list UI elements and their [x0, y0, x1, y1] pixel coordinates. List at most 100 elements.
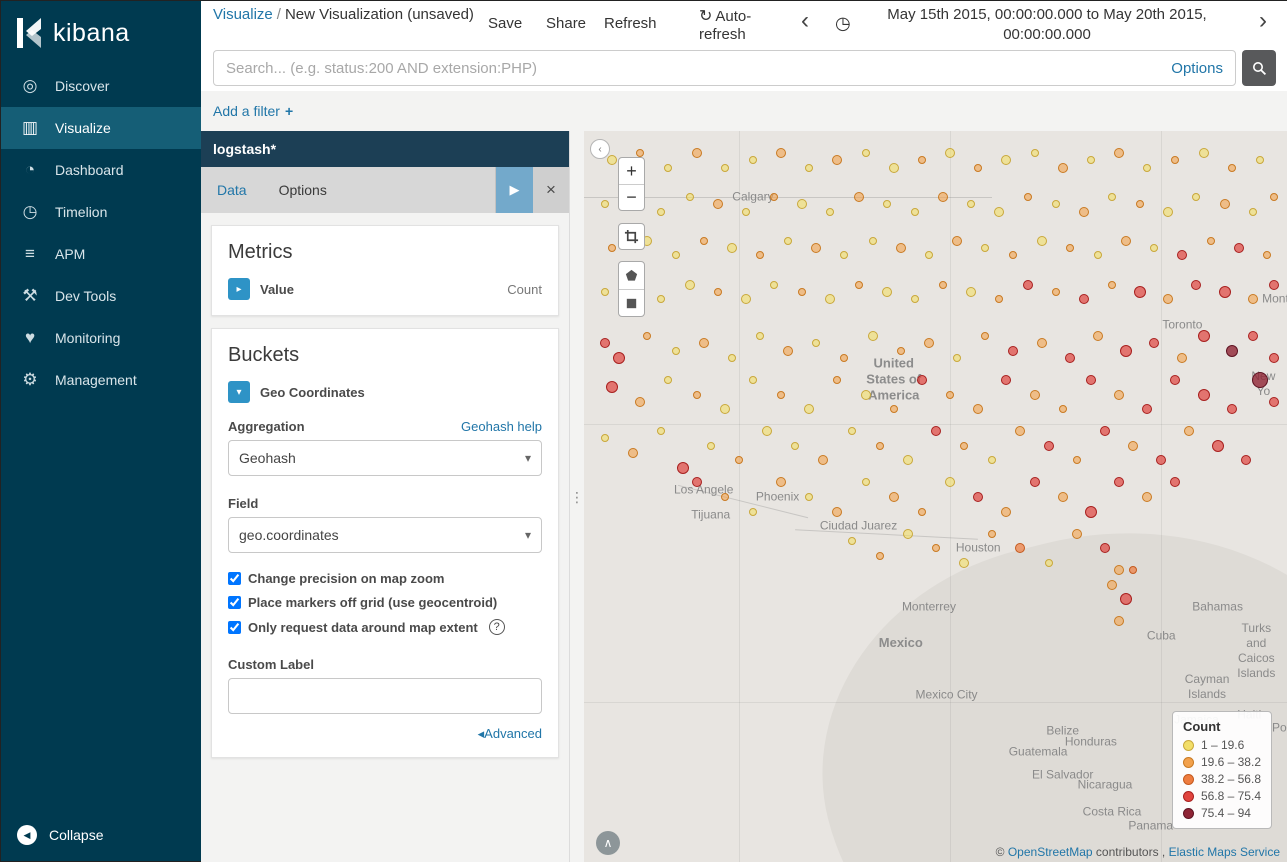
- tab-options[interactable]: Options: [278, 182, 327, 198]
- polygon-tool-button[interactable]: [619, 262, 644, 289]
- geohash-bucket-circle: [1128, 440, 1139, 451]
- query-options-link[interactable]: Options: [1171, 59, 1223, 77]
- apply-changes-button[interactable]: ▶: [495, 167, 533, 213]
- geohash-bucket-circle: [994, 206, 1005, 217]
- geohash-bucket-circle: [1114, 616, 1125, 627]
- geohash-bucket-circle: [811, 243, 822, 254]
- field-select[interactable]: geo.coordinates ▾: [228, 517, 542, 553]
- border-line: [677, 484, 808, 518]
- advanced-toggle[interactable]: ◂Advanced: [228, 726, 542, 742]
- geohash-bucket-circle: [1268, 396, 1279, 407]
- geohash-bucket-circle: [974, 163, 983, 172]
- geohash-bucket-circle: [1143, 163, 1152, 172]
- legend-swatch: [1182, 790, 1194, 802]
- checkbox-row-markers-off-grid[interactable]: Place markers off grid (use geocentroid): [228, 595, 542, 610]
- geohash-bucket-circle: [635, 396, 646, 407]
- elastic-maps-link[interactable]: Elastic Maps Service: [1168, 845, 1280, 859]
- sidebar-item-management[interactable]: ⚙ Management: [1, 359, 201, 401]
- geohash-bucket-circle: [895, 243, 906, 254]
- graticule-line: [950, 131, 952, 862]
- refresh-button[interactable]: Refresh: [604, 15, 657, 32]
- geohash-bucket-circle: [967, 200, 976, 209]
- auto-refresh-label: Auto-refresh: [699, 8, 752, 44]
- sidebar-item-dev-tools[interactable]: ⚒ Dev Tools: [1, 275, 201, 317]
- sidebar-collapse-button[interactable]: ◀ Collapse: [1, 809, 201, 861]
- geohash-bucket-circle: [981, 244, 990, 253]
- legend-item: 38.2 – 56.8: [1182, 772, 1261, 786]
- field-select-value: geo.coordinates: [239, 527, 339, 543]
- zoom-in-button[interactable]: +: [626, 160, 637, 181]
- sidebar-item-apm[interactable]: ≡ APM: [1, 233, 201, 275]
- tab-data[interactable]: Data: [217, 182, 247, 198]
- geohash-bucket-circle: [797, 199, 808, 210]
- checkbox-row-map-extent[interactable]: Only request data around map extent ?: [228, 619, 542, 635]
- geohash-bucket-circle: [818, 455, 829, 466]
- add-filter-plus-icon[interactable]: +: [284, 103, 294, 119]
- content: Add a filter + logstash* Data Options ▶ …: [201, 91, 1287, 862]
- bucket-label: Geo Coordinates: [260, 384, 365, 400]
- rectangle-tool-button[interactable]: [619, 289, 644, 316]
- discard-changes-button[interactable]: ×: [533, 167, 569, 213]
- time-back-chevron[interactable]: ‹: [801, 7, 809, 34]
- metric-toggle-icon[interactable]: ▸: [228, 278, 250, 300]
- bucket-toggle-icon[interactable]: ▾: [228, 381, 250, 403]
- geohash-bucket-circle: [698, 338, 709, 349]
- search-row: Options: [201, 48, 1287, 88]
- breadcrumb-visualize-link[interactable]: Visualize: [213, 6, 273, 23]
- sidebar-item-dashboard[interactable]: ◔ Dashboard: [1, 149, 201, 191]
- bucket-geo-row[interactable]: ▾ Geo Coordinates: [228, 381, 542, 403]
- map-extent-checkbox[interactable]: [228, 620, 241, 634]
- scroll-top-button[interactable]: ∧: [596, 831, 620, 855]
- save-button[interactable]: Save: [488, 15, 523, 32]
- geohash-bucket-circle: [613, 351, 626, 364]
- advanced-label: Advanced: [484, 726, 542, 741]
- geohash-bucket-circle: [1107, 579, 1117, 590]
- search-input[interactable]: [214, 59, 1172, 77]
- map-panel-collapse-button[interactable]: ‹: [590, 139, 610, 159]
- border-line: [584, 196, 993, 198]
- time-range-picker[interactable]: May 15th 2015, 00:00:00.000 to May 20th …: [887, 6, 1207, 44]
- geohash-bucket-circle: [692, 390, 701, 399]
- geohash-bucket-circle: [748, 375, 757, 384]
- chevron-up-icon: ∧: [603, 836, 613, 850]
- markers-off-grid-checkbox[interactable]: [228, 596, 241, 609]
- geohash-bucket-circle: [946, 390, 955, 399]
- geohash-bucket-circle: [1120, 344, 1133, 357]
- crop-tool-button[interactable]: [618, 223, 645, 250]
- sidebar-item-discover[interactable]: ◎ Discover: [1, 65, 201, 107]
- metric-label: Value: [260, 281, 294, 297]
- add-filter-link[interactable]: Add a filter: [213, 103, 280, 119]
- wrench-icon: ⚒: [22, 286, 38, 305]
- time-forward-chevron[interactable]: ›: [1259, 7, 1267, 34]
- geohash-bucket-circle: [805, 163, 814, 172]
- visualize-icon: ▥: [21, 118, 39, 137]
- search-button[interactable]: [1242, 50, 1276, 86]
- clock-icon[interactable]: ◷: [835, 13, 851, 33]
- geohash-bucket-circle: [684, 279, 695, 290]
- checkbox-row-change-precision[interactable]: Change precision on map zoom: [228, 571, 542, 586]
- geohash-bucket-circle: [840, 353, 849, 362]
- zoom-out-button[interactable]: −: [619, 184, 644, 210]
- buckets-heading: Buckets: [228, 344, 300, 366]
- change-precision-checkbox[interactable]: [228, 572, 241, 585]
- aggregation-select[interactable]: Geohash ▾: [228, 440, 542, 476]
- openstreetmap-link[interactable]: OpenStreetMap: [1007, 845, 1093, 859]
- panel-resizer[interactable]: ⋮: [569, 131, 584, 862]
- auto-refresh-button[interactable]: ↻ Auto-refresh: [699, 7, 785, 44]
- filter-bar: Add a filter +: [201, 91, 1287, 131]
- metric-value-row[interactable]: ▸ Value Count: [228, 278, 542, 300]
- geohash-bucket-circle: [953, 353, 962, 362]
- geohash-help-link[interactable]: Geohash help: [461, 419, 542, 434]
- geohash-bucket-circle: [1121, 235, 1132, 246]
- custom-label-input[interactable]: [228, 678, 542, 714]
- help-icon[interactable]: ?: [488, 619, 505, 635]
- geohash-bucket-circle: [902, 528, 913, 539]
- draw-tools: [618, 261, 645, 317]
- kibana-logo[interactable]: kibana: [1, 1, 201, 65]
- sidebar-item-visualize[interactable]: ▥ Visualize: [1, 107, 201, 149]
- geohash-bucket-circle: [1114, 477, 1125, 488]
- sidebar-item-monitoring[interactable]: ♥ Monitoring: [1, 317, 201, 359]
- share-button[interactable]: Share: [546, 15, 587, 32]
- sidebar-item-timelion[interactable]: ◷ Timelion: [1, 191, 201, 233]
